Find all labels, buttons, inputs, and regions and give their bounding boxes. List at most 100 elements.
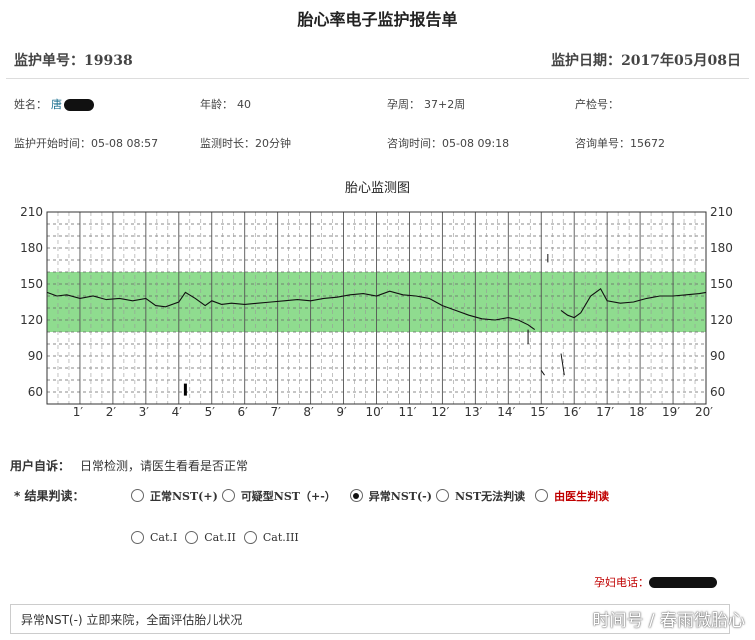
monitor-date: 监护日期：2017年05月08日: [551, 50, 741, 70]
x-tick-label: 15′: [530, 405, 548, 419]
start-time-value: 05-08 08:57: [91, 137, 159, 150]
option-abnormal-nst-label: 异常NST(-): [368, 489, 432, 503]
y-tick-label-right: 150: [710, 277, 733, 291]
start-time-label: 监护开始时间：: [14, 137, 91, 150]
y-tick-label-right: 210: [710, 205, 733, 219]
gestation-week: 孕周： 37+2周: [387, 96, 465, 112]
option-cat-2[interactable]: Cat.II: [185, 531, 236, 544]
duration-label: 监测时长：: [200, 137, 255, 150]
radio-cat-3[interactable]: [243, 531, 257, 544]
y-tick-label-right: 60: [710, 385, 725, 399]
x-tick-label: 17′: [596, 405, 614, 419]
option-doctor-judge-label: 由医生判读: [554, 489, 610, 503]
consult-time: 咨询时间：05-08 09:18: [387, 135, 509, 151]
user-description-label: 用户自诉：: [10, 459, 71, 473]
y-tick-label-left: 210: [20, 205, 43, 219]
option-normal-nst[interactable]: 正常NST(+): [131, 488, 218, 504]
pregnant-phone: 孕妇电话：: [594, 574, 717, 590]
option-suspicious-nst-label: 可疑型NST（+-）: [240, 489, 336, 503]
y-tick-label-right: 90: [710, 349, 725, 363]
redacted-name: [64, 99, 94, 111]
monitor-number: 监护单号：19938: [14, 50, 133, 70]
x-tick-label: 18′: [629, 405, 647, 419]
option-nst-unreadable-label: NST无法判读: [454, 489, 526, 503]
start-time: 监护开始时间：05-08 08:57: [14, 135, 158, 151]
radio-nst-unreadable[interactable]: [435, 489, 449, 502]
x-tick-label: 20′: [695, 405, 713, 419]
option-cat-2-label: Cat.II: [204, 531, 236, 544]
x-tick-label: 10′: [366, 405, 384, 419]
header-divider: [6, 78, 749, 79]
redacted-phone: [649, 576, 717, 588]
y-tick-label-right: 180: [710, 241, 733, 255]
y-tick-label-left: 150: [20, 277, 43, 291]
x-tick-label: 11′: [398, 405, 416, 419]
x-tick-label: 9′: [336, 405, 347, 419]
advice-box: 异常NST(-) 立即来院，全面评估胎儿状况: [10, 604, 730, 634]
x-tick-label: 13′: [464, 405, 482, 419]
user-description-text: 日常检测，请医生看看是否正常: [80, 459, 249, 473]
radio-normal-nst[interactable]: [131, 489, 144, 502]
option-suspicious-nst[interactable]: 可疑型NST（+-）: [221, 488, 336, 504]
option-nst-unreadable[interactable]: NST无法判读: [435, 488, 526, 504]
patient-name-label: 姓名：: [14, 98, 47, 111]
monitor-date-value: 2017年05月08日: [621, 53, 741, 69]
consult-number-label: 咨询单号：: [575, 137, 630, 150]
artifact-stroke: [560, 353, 565, 376]
patient-age-label: 年龄：: [200, 98, 233, 111]
consult-time-value: 05-08 09:18: [442, 137, 510, 150]
patient-name-value: 唐: [51, 98, 62, 111]
fetal-movement-marker: [183, 383, 187, 396]
duration-value: 20分钟: [255, 137, 291, 150]
option-doctor-judge[interactable]: 由医生判读: [535, 488, 609, 504]
prenatal-number: 产检号：: [575, 96, 623, 112]
y-tick-label-left: 60: [28, 385, 43, 399]
fhr-series-line-2: [560, 287, 707, 319]
consult-number: 咨询单号：15672: [575, 135, 665, 151]
category-options: Cat.I Cat.II Cat.III: [131, 531, 307, 544]
x-tick-label: 8′: [303, 405, 314, 419]
option-cat-1[interactable]: Cat.I: [131, 531, 177, 544]
result-label: * 结果判读：: [14, 489, 85, 503]
x-tick-label: 2′: [106, 405, 117, 419]
report-title: 胎心率电子监护报告单: [297, 10, 458, 29]
option-cat-3[interactable]: Cat.III: [243, 531, 299, 544]
option-abnormal-nst[interactable]: 异常NST(-): [349, 488, 432, 504]
y-tick-label-left: 90: [28, 349, 43, 363]
radio-suspicious-nst[interactable]: [221, 489, 235, 502]
radio-abnormal-nst[interactable]: [349, 489, 363, 502]
option-normal-nst-label: 正常NST(+): [150, 489, 218, 503]
y-tick-label-left: 120: [20, 313, 43, 327]
y-tick-label-left: 180: [20, 241, 43, 255]
x-tick-label: 5′: [205, 405, 216, 419]
phone-label: 孕妇电话：: [594, 576, 649, 589]
watermark: 时间号 / 春雨微胎心: [592, 611, 745, 631]
option-cat-1-label: Cat.I: [150, 531, 178, 544]
consult-time-label: 咨询时间：: [387, 137, 442, 150]
monitor-number-label: 监护单号：: [14, 53, 84, 69]
fhr-series-line-1: [46, 290, 536, 331]
patient-name: 姓名： 唐: [14, 96, 94, 112]
prenatal-number-label: 产检号：: [575, 98, 619, 111]
x-tick-label: 6′: [238, 405, 249, 419]
monitor-duration: 监测时长：20分钟: [200, 135, 291, 151]
x-tick-label: 19′: [662, 405, 680, 419]
fetal-heart-rate-chart: 210 210 180 180 150 150 120 120 90 90 60 60 1′ 2′ 3′ 4′…: [20, 205, 733, 419]
consult-number-value: 15672: [630, 137, 665, 150]
patient-age-value: 40: [237, 98, 251, 111]
chart-title: 胎心监测图: [344, 181, 410, 196]
gestation-value: 37+2周: [424, 98, 466, 111]
x-tick-label: 16′: [563, 405, 581, 419]
x-tick-label: 12′: [431, 405, 449, 419]
user-description: 用户自诉： 日常检测，请医生看看是否正常: [10, 457, 248, 474]
monitor-date-label: 监护日期：: [551, 53, 622, 69]
monitor-number-value: 19938: [84, 53, 133, 69]
x-tick-label: 3′: [139, 405, 150, 419]
radio-doctor-judge[interactable]: [535, 489, 549, 502]
result-judgement: * 结果判读： 正常NST(+) 可疑型NST（+-） 异常NST(-) NST…: [14, 487, 613, 504]
radio-cat-1[interactable]: [131, 531, 144, 544]
patient-age: 年龄： 40: [200, 96, 251, 112]
gestation-label: 孕周：: [387, 98, 420, 111]
chart-border: [46, 211, 707, 405]
radio-cat-2[interactable]: [185, 531, 199, 544]
